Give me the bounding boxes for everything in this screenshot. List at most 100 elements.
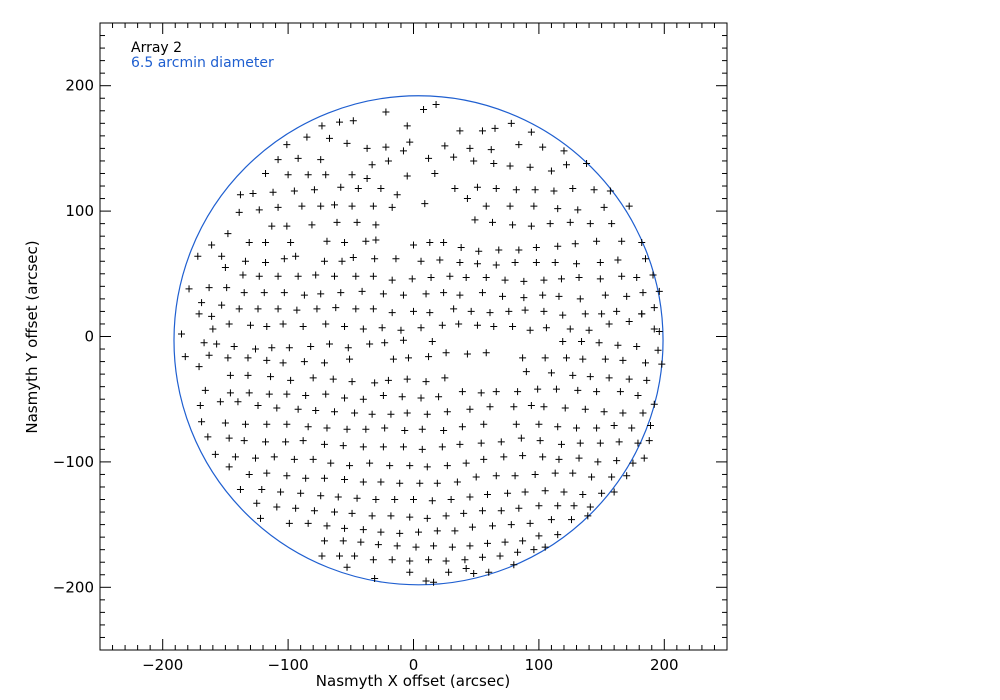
detector-point	[625, 317, 633, 325]
detector-point	[349, 253, 357, 261]
detector-point	[292, 252, 300, 260]
detector-point	[422, 577, 430, 585]
detector-point	[625, 375, 633, 383]
detector-point	[526, 519, 534, 527]
detector-point	[598, 489, 606, 497]
detector-point	[427, 274, 435, 282]
detector-point	[336, 118, 344, 126]
detector-point	[313, 305, 321, 313]
detector-point	[346, 355, 354, 363]
detector-point	[573, 424, 581, 432]
detector-point	[435, 393, 443, 401]
detector-point	[519, 537, 527, 545]
detector-point	[205, 351, 213, 359]
detector-point	[554, 242, 562, 250]
detector-point	[417, 394, 425, 402]
detector-point	[337, 289, 345, 297]
detector-point	[601, 291, 609, 299]
detector-point	[348, 171, 356, 179]
detector-point	[388, 556, 396, 564]
detector-point	[489, 522, 497, 530]
detector-point	[181, 353, 189, 361]
detector-point	[392, 255, 400, 263]
detector-point	[576, 295, 584, 303]
detector-point	[195, 310, 203, 318]
detector-point	[432, 101, 440, 109]
detector-point	[557, 440, 565, 448]
detector-point	[619, 409, 627, 417]
detector-point	[482, 349, 490, 357]
detector-point	[482, 274, 490, 282]
detector-point	[521, 488, 529, 496]
detector-point	[323, 522, 331, 530]
detector-point	[575, 274, 583, 282]
y-axis-label: Nasmyth Y offset (arcsec)	[23, 240, 41, 433]
detector-point	[235, 305, 243, 313]
x-tick-label: −200	[142, 656, 183, 674]
detector-point	[480, 455, 488, 463]
detector-point	[388, 203, 396, 211]
detector-point	[263, 322, 271, 330]
detector-point	[608, 220, 616, 228]
detector-point	[443, 408, 451, 416]
detector-point	[344, 344, 352, 352]
detector-point	[304, 423, 312, 431]
detector-point	[522, 368, 530, 376]
detector-point	[372, 221, 380, 229]
detector-point	[482, 202, 490, 210]
detector-point	[468, 523, 476, 531]
detector-point	[249, 190, 257, 198]
detector-point	[448, 543, 456, 551]
detector-point	[302, 391, 310, 399]
detector-point	[505, 307, 513, 315]
detector-point	[290, 455, 298, 463]
detector-point	[423, 463, 431, 471]
detector-point	[317, 156, 325, 164]
detector-point	[520, 277, 528, 285]
detector-point	[274, 156, 282, 164]
detector-point	[431, 169, 439, 177]
detector-point	[372, 496, 380, 504]
detector-point	[466, 405, 474, 413]
detector-point	[593, 388, 601, 396]
detector-point	[554, 531, 562, 539]
detector-point	[198, 299, 206, 307]
detector-point	[576, 439, 584, 447]
detector-point	[223, 284, 231, 292]
detector-point	[322, 320, 330, 328]
detector-point	[221, 264, 229, 272]
detector-point	[241, 420, 249, 428]
detector-point	[578, 338, 586, 346]
detector-point	[403, 172, 411, 180]
detector-point	[317, 290, 325, 298]
detector-point	[540, 307, 548, 315]
detector-point	[634, 439, 642, 447]
detector-point	[455, 320, 463, 328]
y-tick-label: −100	[53, 453, 94, 471]
detector-point	[552, 385, 560, 393]
detector-point	[418, 425, 426, 433]
detector-point	[420, 106, 428, 114]
detector-point	[255, 206, 263, 214]
detector-point	[240, 437, 248, 445]
detector-point	[512, 186, 520, 194]
detector-point	[303, 133, 311, 141]
detector-point	[208, 312, 216, 320]
detector-point	[430, 542, 438, 550]
detector-point	[359, 443, 367, 451]
detector-point	[274, 305, 282, 313]
detector-point	[507, 521, 515, 529]
detector-point	[507, 119, 515, 127]
detector-point	[530, 546, 538, 554]
detector-point	[497, 438, 505, 446]
detector-point	[406, 138, 414, 146]
detector-point	[506, 202, 514, 210]
detector-point	[593, 237, 601, 245]
detector-point	[463, 350, 471, 358]
detector-point	[519, 354, 527, 362]
detector-point	[586, 220, 594, 228]
detector-point	[287, 238, 295, 246]
detector-point	[185, 285, 193, 293]
detector-point	[322, 171, 330, 179]
detector-point	[211, 450, 219, 458]
